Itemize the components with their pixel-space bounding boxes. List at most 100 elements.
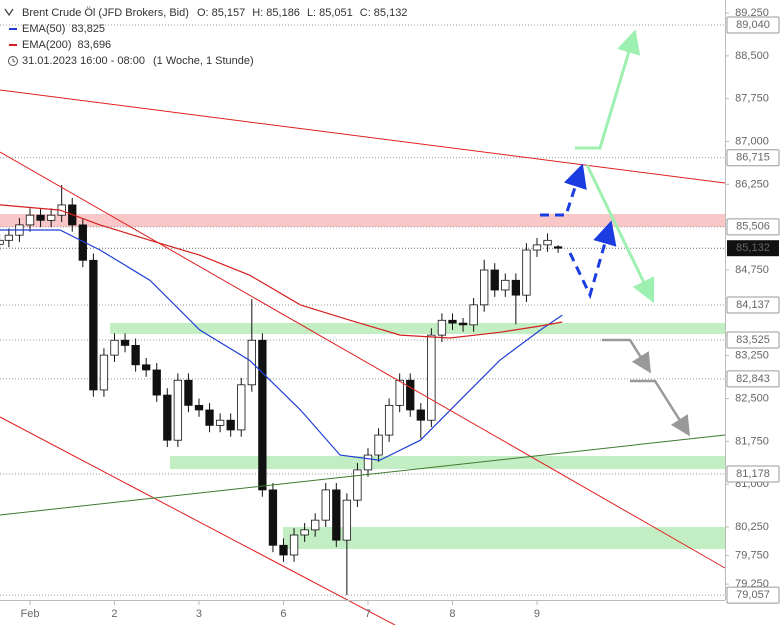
last-price-label: 85,132 bbox=[736, 242, 770, 254]
candle-body bbox=[490, 269, 499, 291]
candle-body bbox=[321, 489, 330, 521]
clock-icon bbox=[12, 58, 16, 63]
price-tag-label: 79,057 bbox=[736, 589, 770, 601]
candle-body bbox=[152, 369, 161, 396]
candle-body bbox=[99, 354, 109, 391]
candle-body bbox=[142, 364, 151, 371]
scenario-arrow bbox=[630, 379, 691, 437]
resistance-zone bbox=[0, 214, 725, 227]
candle-body bbox=[89, 259, 98, 391]
scenario-arrow bbox=[602, 338, 651, 374]
x-tick-label: 8 bbox=[449, 608, 455, 620]
ohlc-label: L: bbox=[307, 7, 316, 19]
price-tag bbox=[726, 16, 780, 34]
ohlc-label: H: bbox=[252, 7, 263, 19]
support-zone bbox=[110, 323, 725, 334]
plot bbox=[0, 184, 563, 595]
candle-body bbox=[437, 319, 447, 336]
price-tag bbox=[726, 296, 780, 314]
scenario-arrow bbox=[540, 163, 587, 217]
legend-label: EMA(200) bbox=[22, 39, 72, 51]
candle-body bbox=[342, 499, 352, 541]
candle-body bbox=[0, 239, 4, 245]
candle-body bbox=[332, 489, 341, 541]
candle-body bbox=[300, 529, 309, 536]
trend-line bbox=[0, 434, 726, 516]
candle-body bbox=[416, 409, 425, 421]
candle-body bbox=[384, 404, 394, 436]
candle-body bbox=[131, 345, 140, 366]
legend-label: EMA(50) bbox=[22, 23, 65, 35]
candle-body bbox=[406, 379, 415, 411]
y-tick-label: 79,750 bbox=[735, 549, 769, 561]
candle-body bbox=[363, 454, 373, 471]
candle-body bbox=[25, 214, 35, 226]
price-tag bbox=[726, 465, 780, 483]
price-tag bbox=[726, 218, 780, 236]
support-zone bbox=[170, 456, 725, 469]
candle-body bbox=[258, 339, 267, 491]
candle-body bbox=[374, 434, 383, 456]
scenario-arrow bbox=[575, 29, 641, 150]
candle-body bbox=[553, 246, 563, 249]
x-tick-label: Feb bbox=[21, 608, 40, 620]
y-tick-label: 87,000 bbox=[735, 135, 769, 147]
x-tick-label: 7 bbox=[365, 608, 371, 620]
y-tick-label: 88,500 bbox=[735, 50, 769, 62]
price-tag-label: 82,843 bbox=[736, 373, 770, 385]
y-tick-label: 83,250 bbox=[735, 350, 769, 362]
candle-body bbox=[184, 379, 193, 406]
candle-body bbox=[279, 544, 288, 556]
collapse-icon[interactable] bbox=[4, 8, 14, 17]
price-tag-label: 84,137 bbox=[736, 299, 770, 311]
candle-body bbox=[36, 214, 45, 221]
trend-line bbox=[0, 89, 726, 184]
candle-body bbox=[448, 319, 457, 324]
candle-body bbox=[173, 379, 183, 441]
candle-body bbox=[226, 419, 235, 431]
x-tick-label: 6 bbox=[280, 608, 286, 620]
ema-line bbox=[0, 229, 563, 461]
scenario-arrow bbox=[568, 220, 617, 300]
candle-body bbox=[268, 489, 278, 546]
candle-body bbox=[78, 224, 87, 261]
y-tick-label: 87,750 bbox=[735, 93, 769, 105]
candle-body bbox=[46, 214, 56, 221]
zones bbox=[0, 214, 725, 549]
price-tag bbox=[726, 586, 780, 604]
candle-body bbox=[163, 394, 172, 441]
x-tick-label: 2 bbox=[111, 608, 117, 620]
legend-value: 83,825 bbox=[71, 23, 105, 35]
trend-line bbox=[0, 151, 726, 569]
y-tick-label: 81,750 bbox=[735, 435, 769, 447]
candle-body bbox=[522, 249, 531, 296]
y-tick-label: 89,250 bbox=[735, 7, 769, 19]
candle-body bbox=[532, 244, 542, 251]
ohlc-value: 85,186 bbox=[266, 7, 300, 19]
candle-body bbox=[511, 279, 521, 296]
scenario-arrow bbox=[585, 164, 655, 304]
candle-body bbox=[480, 269, 489, 306]
candle-body bbox=[427, 334, 436, 421]
candle-body bbox=[215, 419, 225, 426]
price-tag-label: 86,715 bbox=[736, 152, 770, 164]
legend: Brent Crude Öl (JFD Brokers, Bid) 31.01.… bbox=[4, 7, 407, 67]
candle-body bbox=[289, 534, 299, 556]
candle-body bbox=[110, 339, 119, 356]
candle-body bbox=[120, 339, 130, 346]
price-tag bbox=[726, 370, 780, 388]
price-tag-label: 85,506 bbox=[736, 221, 770, 233]
y-tick-label: 84,750 bbox=[735, 264, 769, 276]
price-tag bbox=[726, 149, 780, 167]
last-price-tag bbox=[727, 240, 779, 257]
candle-body bbox=[205, 409, 214, 426]
y-tick-label: 82,500 bbox=[735, 392, 769, 404]
price-tag bbox=[726, 331, 780, 349]
candle-body bbox=[4, 234, 14, 241]
x-tick-label: 9 bbox=[534, 608, 540, 620]
clock-icon bbox=[8, 56, 18, 66]
trend-line bbox=[0, 416, 396, 625]
